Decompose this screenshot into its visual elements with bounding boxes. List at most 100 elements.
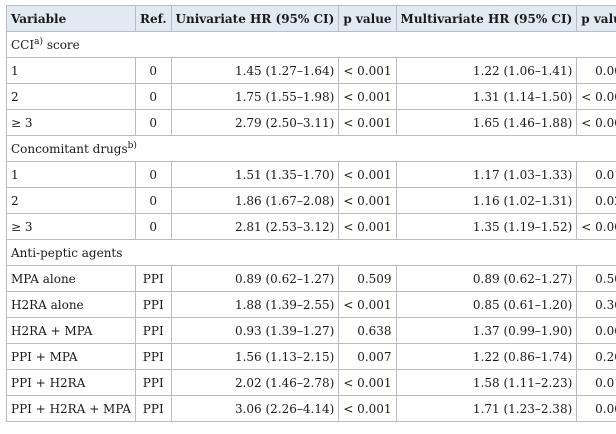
cell-univariate-hr: 1.75 (1.55–1.98) [170,83,340,110]
cell-multivariate-p: 0.001 [576,395,616,422]
cell-univariate-hr: 1.56 (1.13–2.15) [170,343,340,370]
section-cci-footnote: a) [34,36,43,47]
table-row: PPI + MPA PPI 1.56 (1.13–2.15) 0.007 1.22 (0… [6,343,616,370]
table-row: MPA alone PPI 0.89 (0.62–1.27) 0.509 0.89 (0… [6,265,616,292]
cell-univariate-p: < 0.001 [338,395,397,422]
cell-univariate-p: < 0.001 [338,369,397,396]
cell-multivariate-p: 0.016 [576,161,616,188]
header-ref: Ref. [134,5,172,32]
cell-ref: 0 [134,109,172,136]
table-row: ≥ 3 0 2.79 (2.50–3.11) < 0.001 1.65 (1.46–1.… [6,109,616,136]
header-univariate-hr: Univariate HR (95% CI) [170,5,340,32]
section-drugs-footnote: b) [127,140,137,151]
cell-univariate-hr: 2.79 (2.50–3.11) [170,109,340,136]
cell-univariate-hr: 3.06 (2.26–4.14) [170,395,340,422]
cell-variable: ≥ 3 [6,213,136,240]
cell-univariate-p: < 0.001 [338,57,397,84]
cell-univariate-hr: 1.86 (1.67–2.08) [170,187,340,214]
cell-univariate-hr: 2.81 (2.53–3.12) [170,213,340,240]
table-row: PPI + H2RA PPI 2.02 (1.46–2.78) < 0.001 1.58… [6,369,616,396]
cell-ref: 0 [134,57,172,84]
section-row-anti-peptic-agents: Anti-peptic agents [6,239,616,266]
cell-variable: PPI + H2RA [6,369,136,396]
cell-univariate-p: < 0.001 [338,83,397,110]
cell-ref: PPI [134,369,172,396]
cell-variable: MPA alone [6,265,136,292]
cell-univariate-p: 0.007 [338,343,397,370]
section-drugs-label: Concomitant drugs [11,141,128,156]
table-row: H2RA alone PPI 1.88 (1.39–2.55) < 0.001 0.85… [6,291,616,318]
cell-multivariate-p: < 0.001 [576,109,616,136]
cell-variable: PPI + H2RA + MPA [6,395,136,422]
cell-multivariate-hr: 1.65 (1.46–1.88) [395,109,578,136]
cell-multivariate-p: 0.005 [576,57,616,84]
cell-ref: 0 [134,161,172,188]
table-body: CCIa) score 1 0 1.45 (1.27–1.64) < 0.001 1.2… [6,31,616,422]
section-row-cci: CCIa) score [6,31,616,58]
cell-ref: 0 [134,187,172,214]
cell-multivariate-hr: 1.71 (1.23–2.38) [395,395,578,422]
cell-univariate-p: < 0.001 [338,187,397,214]
header-multivariate-p: p value [576,5,616,32]
cell-multivariate-p: 0.362 [576,291,616,318]
cell-ref: PPI [134,265,172,292]
cell-univariate-p: 0.638 [338,317,397,344]
cell-univariate-hr: 1.51 (1.35–1.70) [170,161,340,188]
cell-univariate-hr: 1.88 (1.39–2.55) [170,291,340,318]
cell-multivariate-hr: 0.85 (0.61–1.20) [395,291,578,318]
header-multivariate-hr: Multivariate HR (95% CI) [395,5,578,32]
cell-multivariate-hr: 1.17 (1.03–1.33) [395,161,578,188]
section-label-cci: CCIa) score [6,31,616,58]
cell-multivariate-p: 0.267 [576,343,616,370]
cell-ref: 0 [134,213,172,240]
cell-multivariate-p: < 0.001 [576,83,616,110]
cell-multivariate-hr: 1.31 (1.14–1.50) [395,83,578,110]
section-cci-suffix: score [43,37,80,52]
table-row: ≥ 3 0 2.81 (2.53–3.12) < 0.001 1.35 (1.19–1.… [6,213,616,240]
cell-variable: 2 [6,83,136,110]
cell-univariate-hr: 0.89 (0.62–1.27) [170,265,340,292]
cell-variable: H2RA alone [6,291,136,318]
cell-multivariate-p: 0.509 [576,265,616,292]
cell-univariate-p: < 0.001 [338,161,397,188]
header-univariate-p: p value [338,5,397,32]
section-row-concomitant-drugs: Concomitant drugsb) [6,135,616,162]
cell-variable: 1 [6,57,136,84]
cell-univariate-hr: 0.93 (1.39–1.27) [170,317,340,344]
cell-univariate-hr: 1.45 (1.27–1.64) [170,57,340,84]
hazard-ratio-table-container: Variable Ref. Univariate HR (95% CI) p v… [6,5,616,422]
table-row: 1 0 1.45 (1.27–1.64) < 0.001 1.22 (1.06–1.41… [6,57,616,84]
cell-multivariate-hr: 0.89 (0.62–1.27) [395,265,578,292]
cell-multivariate-p: 0.010 [576,369,616,396]
header-variable: Variable [6,5,136,32]
cell-univariate-p: < 0.001 [338,291,397,318]
table-row: 1 0 1.51 (1.35–1.70) < 0.001 1.17 (1.03–1.33… [6,161,616,188]
cell-multivariate-hr: 1.58 (1.11–2.23) [395,369,578,396]
section-label-anti-peptic-agents: Anti-peptic agents [6,239,616,266]
cell-ref: PPI [134,291,172,318]
cell-multivariate-p: 0.023 [576,187,616,214]
cell-multivariate-hr: 1.35 (1.19–1.52) [395,213,578,240]
table-row: H2RA + MPA PPI 0.93 (1.39–1.27) 0.638 1.37 (… [6,317,616,344]
cell-ref: PPI [134,395,172,422]
section-cci-label: CCI [11,37,35,52]
table-header: Variable Ref. Univariate HR (95% CI) p v… [6,5,616,32]
cell-multivariate-hr: 1.22 (0.86–1.74) [395,343,578,370]
cell-multivariate-hr: 1.37 (0.99–1.90) [395,317,578,344]
cell-ref: PPI [134,317,172,344]
cell-univariate-p: < 0.001 [338,213,397,240]
cell-univariate-p: 0.509 [338,265,397,292]
cell-ref: PPI [134,343,172,370]
cell-multivariate-hr: 1.22 (1.06–1.41) [395,57,578,84]
section-label-concomitant-drugs: Concomitant drugsb) [6,135,616,162]
cell-univariate-hr: 2.02 (1.46–2.78) [170,369,340,396]
cell-variable: PPI + MPA [6,343,136,370]
cell-variable: ≥ 3 [6,109,136,136]
table-row: 2 0 1.75 (1.55–1.98) < 0.001 1.31 (1.14–1.50… [6,83,616,110]
cell-variable: H2RA + MPA [6,317,136,344]
table-row: 2 0 1.86 (1.67–2.08) < 0.001 1.16 (1.02–1.31… [6,187,616,214]
cell-multivariate-hr: 1.16 (1.02–1.31) [395,187,578,214]
cell-multivariate-p: < 0.001 [576,213,616,240]
cell-univariate-p: < 0.001 [338,109,397,136]
hazard-ratio-table: Variable Ref. Univariate HR (95% CI) p v… [6,5,616,422]
